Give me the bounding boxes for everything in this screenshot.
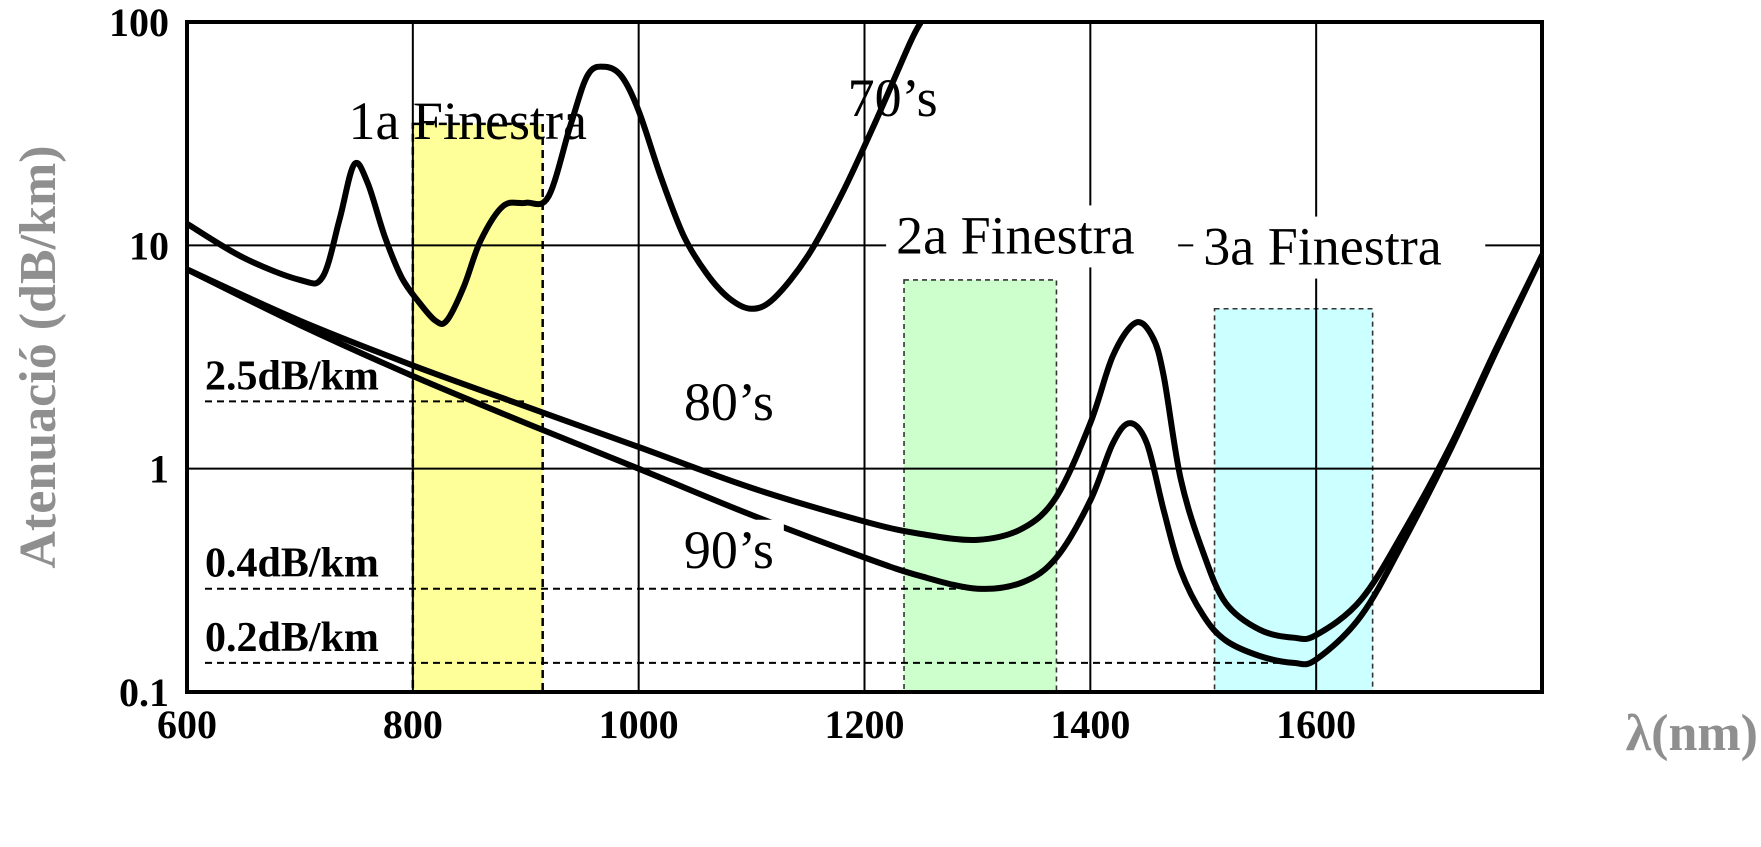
series-label-bg-3: [677, 519, 784, 578]
tick-labels-layer: 600 800 1000 1200 1400 1600 0.1 1 10 100: [109, 0, 1356, 747]
x-tick-600: 600: [157, 702, 217, 747]
reference-label-2: 0.4dB/km: [205, 541, 379, 587]
window-label-3: 3a Finestra: [1203, 217, 1441, 277]
y-axis-title: Atenuació (dB/km): [10, 145, 67, 568]
x-tick-800: 800: [383, 702, 443, 747]
series-line-2: [187, 252, 1542, 643]
series-line-3: [187, 252, 1542, 668]
window-2-band: [903, 279, 1058, 693]
series-label-1: 70’s: [848, 68, 938, 128]
window-3-band: [1213, 307, 1374, 693]
window-label-bg-3: [1193, 216, 1486, 279]
reference-label-3: 0.2dB/km: [205, 615, 379, 661]
y-tick-100: 100: [109, 0, 169, 45]
series-label-3: 90’s: [684, 520, 774, 580]
x-tick-1400: 1400: [1050, 702, 1130, 747]
reference-label-1: 2.5dB/km: [205, 353, 379, 399]
x-tick-1600: 1600: [1276, 702, 1356, 747]
series-label-2: 80’s: [684, 372, 774, 432]
y-tick-0.1: 0.1: [119, 670, 169, 715]
x-tick-1200: 1200: [825, 702, 905, 747]
series-layer: [187, 22, 1542, 668]
windows-layer: [411, 122, 1374, 694]
x-tick-1000: 1000: [599, 702, 679, 747]
window-label-1: 1a Finestra: [348, 91, 586, 151]
x-axis-title: λ(nm): [1626, 705, 1758, 762]
series-line-1: [187, 22, 924, 327]
window-label-2: 2a Finestra: [896, 205, 1134, 265]
y-tick-10: 10: [129, 223, 169, 268]
y-tick-1: 1: [149, 447, 169, 492]
annotation-layer: 2.5dB/km 0.4dB/km 0.2dB/km 1a Finestra 2a Fi…: [205, 68, 1486, 661]
plot-frame: [185, 20, 1544, 694]
window-label-bg-2: [886, 205, 1179, 268]
